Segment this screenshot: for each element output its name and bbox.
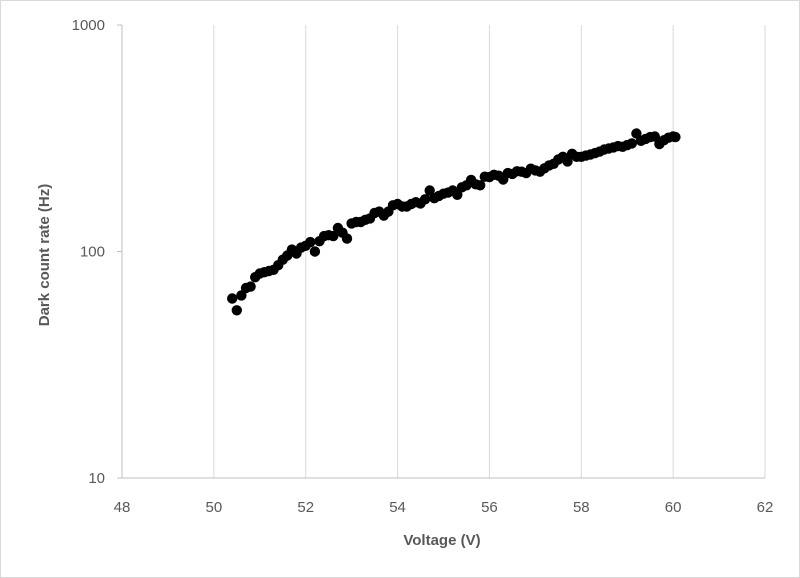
axes (117, 24, 765, 479)
x-axis-title: Voltage (V) (403, 532, 480, 549)
y-axis-title: Dark count rate (Hz) (36, 184, 53, 327)
x-tick-label-62: 62 (757, 499, 774, 516)
data-point (231, 305, 242, 316)
x-tick-label-50: 50 (206, 499, 223, 516)
data-point (424, 185, 435, 196)
data-point (649, 131, 660, 142)
x-tick-labels: 48 50 52 54 56 58 60 62 (114, 499, 774, 516)
y-tick-label-10: 10 (88, 470, 105, 487)
data-point (670, 131, 681, 143)
y-tick-label-100: 100 (80, 244, 105, 261)
x-tick-label-56: 56 (481, 499, 498, 516)
x-tick-label-54: 54 (389, 499, 406, 516)
x-tick-label-58: 58 (573, 499, 590, 516)
data-point (419, 194, 431, 205)
data-point (245, 281, 256, 292)
x-tick-label-60: 60 (665, 499, 682, 516)
data-point (341, 233, 353, 244)
data-point (562, 156, 573, 167)
y-tick-labels: 10 100 1000 (72, 17, 105, 487)
x-tick-label-52: 52 (297, 499, 314, 516)
data-points (227, 128, 681, 316)
data-point (305, 236, 316, 248)
y-tick-label-1000: 1000 (72, 17, 105, 34)
data-point (227, 293, 238, 304)
gridlines (213, 25, 766, 478)
data-point (475, 180, 486, 191)
data-point (309, 246, 321, 257)
data-point (328, 230, 339, 242)
x-tick-label-48: 48 (114, 499, 131, 516)
data-point (452, 189, 463, 200)
data-point (626, 138, 637, 149)
